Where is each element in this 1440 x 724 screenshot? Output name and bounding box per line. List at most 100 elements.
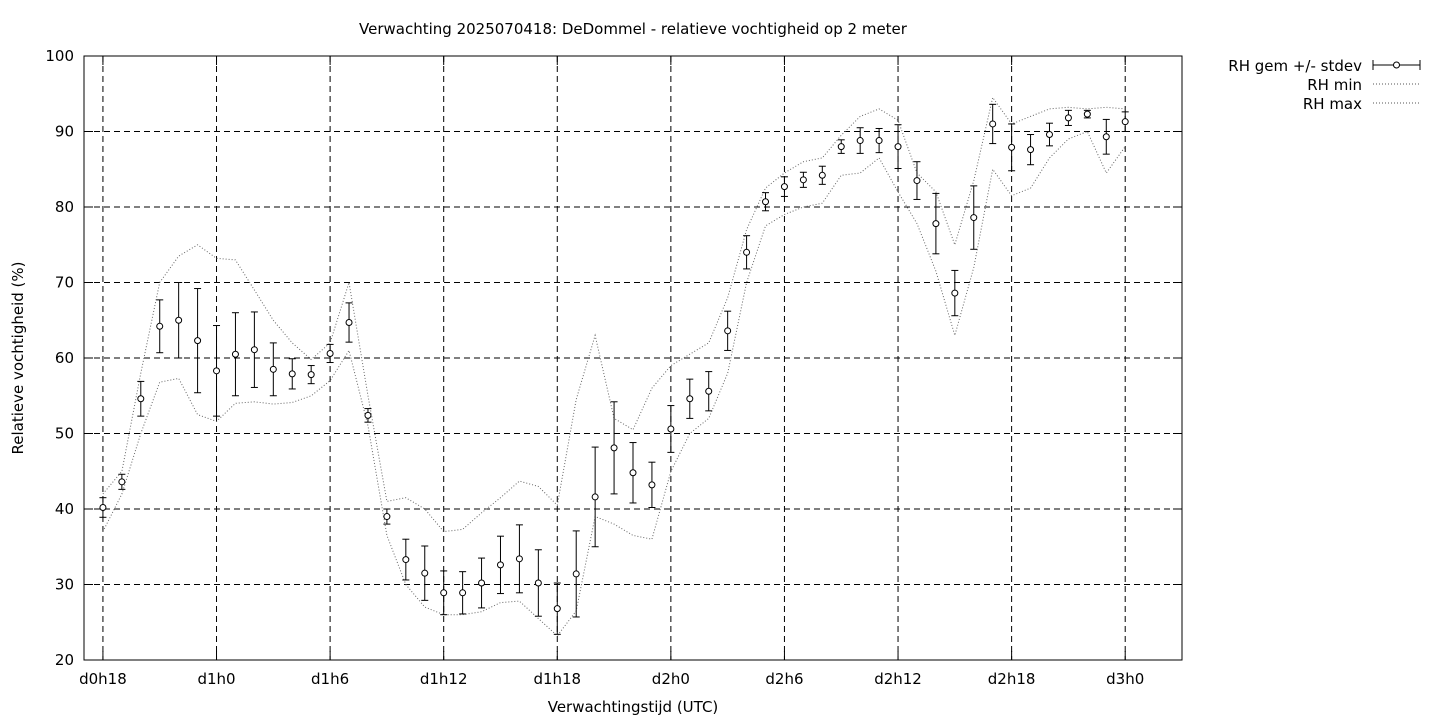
mean-marker — [194, 337, 202, 345]
rh-mean-point — [591, 446, 599, 548]
mean-marker — [307, 371, 315, 379]
mean-marker — [894, 143, 902, 151]
mean-marker — [705, 387, 713, 395]
x-tick-label: d1h0 — [197, 670, 235, 688]
rh-mean-point — [1008, 123, 1016, 172]
rh-mean-point — [269, 342, 277, 397]
rh-mean-point — [478, 557, 486, 609]
rh-mean-point — [629, 442, 637, 504]
mean-marker — [156, 322, 164, 330]
y-tick-label: 100 — [45, 47, 74, 65]
x-tick-label: d2h6 — [765, 670, 803, 688]
y-tick-label: 20 — [55, 651, 74, 669]
rh-mean-point — [705, 371, 713, 412]
mean-marker — [970, 214, 978, 222]
mean-marker — [345, 319, 353, 327]
mean-marker — [326, 349, 334, 357]
rh-mean-point — [137, 380, 145, 417]
mean-marker — [932, 220, 940, 228]
rh-mean-point — [402, 538, 410, 581]
mean-marker — [610, 444, 618, 452]
rh-mean-point — [231, 312, 239, 397]
rh-mean-point — [762, 192, 770, 212]
y-tick-label: 40 — [55, 500, 74, 518]
rh-mean-point — [326, 343, 334, 364]
mean-marker — [175, 316, 183, 324]
rh-mean-point — [1102, 118, 1110, 155]
x-tick-label: d1h18 — [533, 670, 581, 688]
rh-mean-point — [175, 282, 183, 359]
rh-mean-point — [989, 103, 997, 145]
mean-marker — [1045, 131, 1053, 139]
y-tick-label: 90 — [55, 123, 74, 141]
rh-mean-point — [932, 192, 940, 255]
mean-marker — [572, 570, 580, 578]
mean-marker — [1027, 146, 1035, 154]
rh-mean-point — [345, 302, 353, 343]
mean-marker — [213, 367, 221, 375]
rh-mean-point — [250, 311, 258, 388]
rh-max-line — [102, 96, 1126, 533]
mean-marker — [421, 569, 429, 577]
rh-mean-point — [610, 401, 618, 495]
mean-marker — [686, 395, 694, 403]
legend: RH gem +/- stdev RH min RH max — [1228, 57, 1421, 113]
x-axis-label: Verwachtingstijd (UTC) — [548, 698, 719, 716]
y-tick-label: 30 — [55, 576, 74, 594]
series-layer — [99, 96, 1129, 637]
mean-marker — [137, 395, 145, 403]
mean-marker — [478, 579, 486, 587]
rh-mean-point — [118, 473, 126, 490]
rh-mean-point — [364, 408, 372, 423]
y-tick-label: 50 — [55, 425, 74, 443]
rh-mean-point — [837, 139, 845, 154]
mean-marker — [269, 365, 277, 373]
y-axis-label: Relatieve vochtigheid (%) — [9, 261, 27, 454]
mean-marker — [667, 425, 675, 433]
mean-marker — [951, 289, 959, 297]
rh-mean-point — [440, 570, 448, 616]
rh-mean-point — [496, 535, 504, 595]
mean-marker — [1064, 114, 1072, 122]
rh-mean-point — [970, 185, 978, 250]
mean-marker — [856, 137, 864, 145]
mean-marker — [648, 481, 656, 489]
mean-marker — [1083, 110, 1091, 118]
rh-mean-point — [1121, 111, 1129, 132]
rh-mean-point — [194, 288, 202, 394]
mean-marker — [780, 183, 788, 191]
rh-mean-point — [213, 325, 221, 417]
legend-label-min: RH min — [1307, 76, 1362, 94]
mean-marker — [288, 370, 296, 378]
rh-mean-point — [894, 124, 902, 169]
mean-marker — [496, 561, 504, 569]
rh-mean-point — [875, 127, 883, 154]
rh-mean-point — [99, 497, 107, 518]
rh-mean-point — [156, 299, 164, 354]
mean-marker — [553, 605, 561, 613]
rh-mean-point — [1064, 109, 1072, 126]
mean-marker — [837, 143, 845, 151]
rh-mean-point — [288, 358, 296, 390]
x-tick-label: d1h12 — [420, 670, 468, 688]
rh-mean-point — [1083, 109, 1091, 119]
rh-mean-point — [818, 165, 826, 185]
mean-marker — [1008, 143, 1016, 151]
x-tick-label: d2h12 — [874, 670, 922, 688]
mean-marker — [989, 120, 997, 128]
rh-mean-point — [515, 524, 523, 594]
x-tick-label: d2h18 — [988, 670, 1036, 688]
mean-marker — [99, 503, 107, 511]
mean-marker — [231, 350, 239, 358]
grid-lines — [84, 56, 1182, 660]
mean-marker — [875, 137, 883, 145]
mean-marker — [515, 555, 523, 563]
mean-marker — [402, 556, 410, 564]
x-tick-label: d1h6 — [311, 670, 349, 688]
rh-mean-point — [743, 235, 751, 270]
rh-mean-point — [421, 545, 429, 601]
mean-marker — [799, 176, 807, 184]
rh-mean-point — [307, 365, 315, 385]
mean-marker — [762, 198, 770, 206]
